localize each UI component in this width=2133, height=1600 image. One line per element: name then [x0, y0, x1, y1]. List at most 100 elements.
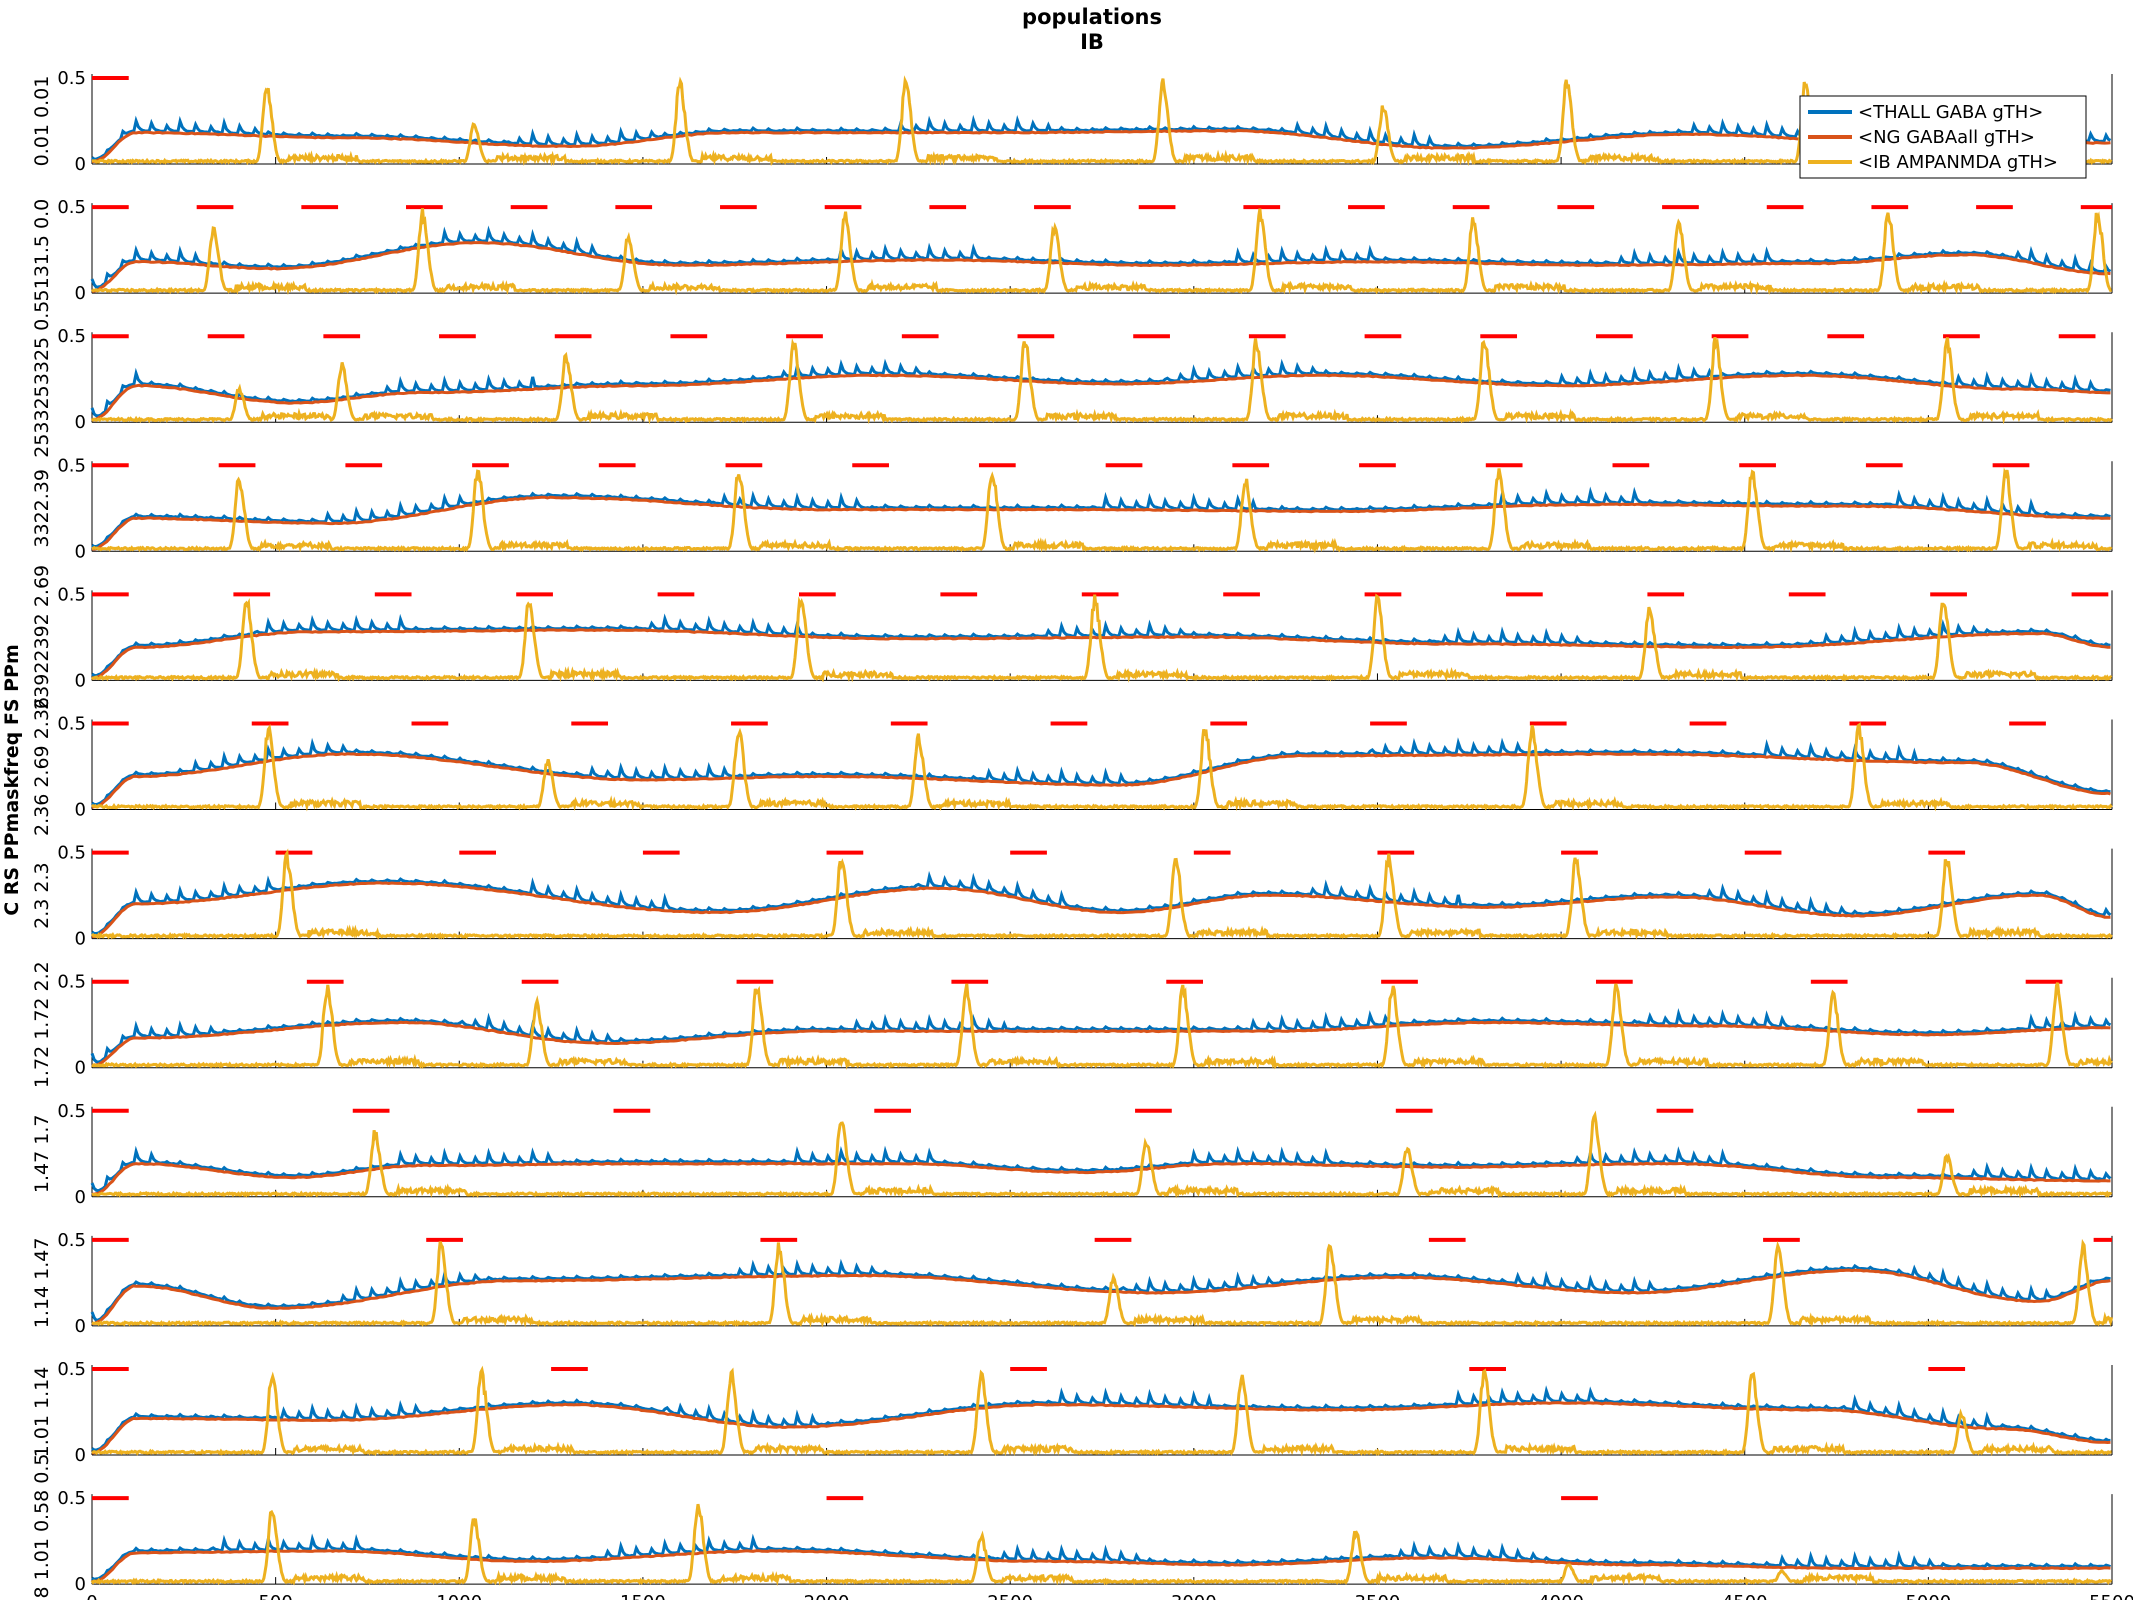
x-tick-label: 5500 — [2089, 1592, 2133, 1600]
panel-label: 23922392 2.69 — [31, 565, 53, 710]
series-ib-ampanmda — [91, 1365, 2112, 1457]
series-ib-ampanmda — [92, 75, 2113, 167]
series-ng-gabaall — [92, 495, 2111, 551]
panel-7: 0 0.52.3 2.3 — [31, 843, 2113, 950]
panel-11: 0 0.51.01 1.14 — [31, 1359, 2113, 1466]
y-tick-label: 0.5 — [57, 972, 86, 993]
series-ib-ampanmda — [90, 208, 2112, 296]
series-ib-ampanmda — [91, 982, 2113, 1071]
legend-box — [1799, 95, 2087, 179]
panel-12: 0 0.50.58 1.01 0.58 0.5 — [31, 1453, 2113, 1600]
figure-title-line2: IB — [1080, 30, 1104, 54]
series-ng-gabaall — [91, 128, 2111, 164]
x-tick-label: 4500 — [1722, 1592, 1768, 1600]
x-tick-label: 2500 — [987, 1592, 1033, 1600]
panel-label: 1.72 1.72 2.2 — [31, 961, 53, 1088]
x-tick-label: 1000 — [436, 1592, 482, 1600]
legend-entry: <NG GABAall gTH> — [1858, 127, 2035, 148]
series-thall-gaba — [91, 737, 2111, 807]
y-tick-label: 0 — [75, 541, 86, 562]
panel-label: 0.01 0.01 — [31, 76, 53, 167]
legend-entry: <IB AMPANMDA gTH> — [1858, 152, 2058, 173]
figure-title-line1: populations — [1022, 5, 1162, 29]
y-tick-label: 0.5 — [57, 197, 86, 218]
series-ng-gabaall — [91, 373, 2111, 422]
series-ng-gabaall — [91, 1268, 2111, 1325]
series-ib-ampanmda — [90, 722, 2113, 812]
y-tick-label: 0 — [75, 670, 86, 691]
x-tick-label: 3500 — [1355, 1592, 1401, 1600]
panel-label: 2.3 2.3 — [31, 862, 53, 928]
panel-label: 3322.39 — [31, 469, 53, 548]
series-ib-ampanmda — [90, 848, 2113, 941]
panel-10: 0 0.51.14 1.47 — [31, 1230, 2114, 1337]
y-tick-label: 0 — [75, 1445, 86, 1466]
y-tick-label: 0.5 — [57, 1230, 86, 1251]
x-tick-label: 5000 — [1905, 1592, 1951, 1600]
series-ng-gabaall — [91, 881, 2111, 939]
x-tick-label: 1500 — [620, 1592, 666, 1600]
y-tick-label: 0 — [75, 412, 86, 433]
panel-label: 1.47 1.7 — [31, 1115, 53, 1194]
figure-ylabel: C RS PPmaskfreq FS PPm — [1, 644, 23, 916]
series-ng-gabaall — [91, 752, 2111, 809]
panel-label: 2.36 2.69 2.36 — [31, 697, 53, 836]
series-thall-gaba — [91, 1385, 2111, 1452]
panel-8: 0 0.51.72 1.72 2.2 — [31, 961, 2113, 1088]
series-thall-gaba — [90, 1008, 2112, 1064]
y-tick-label: 0 — [75, 154, 86, 175]
series-thall-gaba — [90, 358, 2111, 418]
series-thall-gaba — [91, 1533, 2112, 1582]
panel-label: 5131.5 0.0 — [31, 199, 53, 302]
series-thall-gaba — [91, 870, 2112, 935]
y-tick-label: 0.5 — [57, 68, 86, 89]
series-ib-ampanmda — [90, 1503, 2112, 1587]
panel-9: 0 0.51.47 1.7 — [31, 1101, 2113, 1208]
y-tick-label: 0 — [75, 283, 86, 304]
y-tick-label: 0.5 — [57, 584, 86, 605]
series-ib-ampanmda — [91, 1238, 2114, 1328]
x-tick-label: 500 — [258, 1592, 292, 1600]
y-tick-label: 0.5 — [57, 714, 86, 735]
panel-label: 1.01 1.14 — [31, 1367, 53, 1458]
x-tick-label: 3000 — [1171, 1592, 1217, 1600]
series-ib-ampanmda — [91, 1110, 2113, 1199]
panel-6: 0 0.52.36 2.69 2.36 — [31, 697, 2113, 836]
panel-label: 0.58 1.01 0.58 0.5 — [31, 1453, 53, 1600]
series-ng-gabaall — [91, 1161, 2111, 1196]
y-tick-label: 0 — [75, 1058, 86, 1079]
y-tick-label: 0.5 — [57, 1359, 86, 1380]
series-thall-gaba — [90, 225, 2112, 289]
panel-1: 0 0.50.01 0.01 — [31, 68, 2113, 175]
x-axis-labels: 0 500 1000 1500 2000 2500 3000 3500 4000 4500 5000… — [86, 1592, 2133, 1600]
x-tick-label: 0 — [86, 1592, 97, 1600]
y-tick-label: 0 — [75, 1187, 86, 1208]
series-ng-gabaall — [91, 1401, 2111, 1455]
series-ib-ampanmda — [90, 336, 2113, 425]
y-tick-label: 0 — [75, 1574, 86, 1595]
y-tick-label: 0 — [75, 929, 86, 950]
y-tick-label: 0 — [75, 800, 86, 821]
legend: <THALL GABA gTH> <NG GABAall gTH> <IB AMPA… — [1799, 95, 2087, 179]
series-ib-ampanmda — [91, 467, 2113, 554]
legend-entry: <THALL GABA gTH> — [1858, 102, 2043, 123]
y-tick-label: 0.5 — [57, 455, 86, 476]
panel-label: 2533253325 0.5 — [31, 301, 53, 458]
x-tick-label: 2000 — [804, 1592, 850, 1600]
x-tick-label: 4000 — [1538, 1592, 1584, 1600]
y-tick-label: 0 — [75, 1316, 86, 1337]
series-ng-gabaall — [91, 1020, 2111, 1067]
y-tick-label: 0.5 — [57, 1101, 86, 1122]
panel-label: 1.14 1.47 — [31, 1238, 53, 1329]
y-tick-label: 0.5 — [57, 843, 86, 864]
series-ib-ampanmda — [90, 593, 2113, 683]
series-ng-gabaall — [91, 1549, 2111, 1584]
y-tick-label: 0.5 — [57, 326, 86, 347]
y-tick-label: 0.5 — [57, 1488, 86, 1509]
